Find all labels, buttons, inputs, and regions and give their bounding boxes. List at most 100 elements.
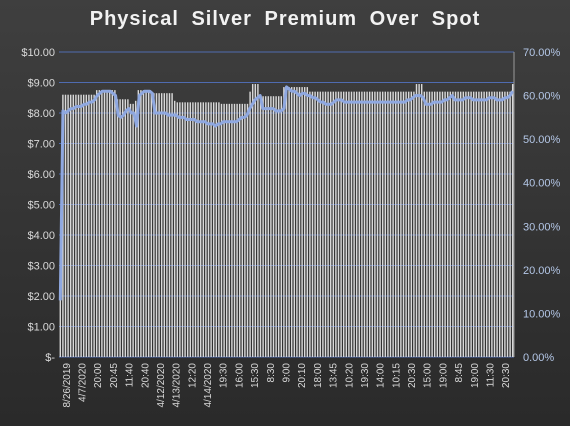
bar (342, 91, 345, 358)
bar (381, 91, 384, 358)
bar (168, 93, 171, 358)
bar (186, 102, 189, 357)
bar (199, 102, 202, 357)
bar (413, 91, 415, 358)
bar (225, 103, 228, 357)
bar (454, 91, 457, 358)
bar (220, 103, 223, 357)
bar (67, 94, 69, 357)
bar (72, 94, 75, 357)
bar (337, 91, 340, 358)
bar (259, 96, 262, 357)
bar (218, 102, 220, 357)
bar (75, 94, 77, 357)
bar (132, 103, 134, 357)
bar (88, 94, 90, 357)
x-tick-label: 18:00 (313, 363, 324, 388)
x-tick-label: 8:30 (266, 363, 277, 383)
x-tick-label: 19:00 (470, 363, 481, 388)
y-left-tick-label: $7.00 (27, 139, 55, 151)
bar (483, 91, 485, 358)
bar (288, 87, 290, 357)
bar (290, 87, 293, 357)
x-tick-label: 4/7/2020 (78, 363, 89, 402)
bar (192, 102, 194, 357)
bar (368, 91, 371, 358)
y-left-tick-label: $9.00 (27, 78, 55, 90)
bar (127, 99, 129, 358)
bar (389, 91, 392, 358)
bar (98, 90, 101, 357)
bar (478, 91, 480, 358)
x-tick-label: 19:30 (360, 363, 371, 388)
x-tick-label: 11:30 (485, 363, 496, 388)
bar (137, 90, 140, 357)
bar (202, 102, 205, 357)
bar (496, 91, 498, 358)
bar (298, 87, 301, 357)
bar (194, 102, 197, 357)
bar (470, 91, 472, 358)
bar (142, 90, 145, 357)
bar (257, 84, 259, 358)
x-tick-label: 4/13/2020 (172, 363, 183, 408)
bar (405, 91, 407, 358)
bar (444, 91, 446, 358)
x-tick-label: 10:20 (344, 363, 355, 388)
x-tick-label: 12:20 (187, 363, 198, 388)
bar (366, 91, 368, 358)
bar (498, 91, 501, 358)
y-left-tick-label: $3.00 (27, 261, 55, 273)
bar (238, 103, 241, 357)
bar (329, 91, 332, 358)
bar (171, 93, 173, 358)
bar (446, 91, 449, 358)
bar (475, 91, 478, 358)
bar (355, 91, 358, 358)
x-tick-label: 4/12/2020 (156, 363, 167, 408)
bar (394, 91, 397, 358)
x-tick-label: 19:30 (219, 363, 230, 388)
bar (467, 91, 470, 358)
bar (108, 90, 111, 357)
y-left-tick-label: $6.00 (27, 169, 55, 181)
bar (119, 99, 121, 358)
bar (306, 87, 309, 357)
x-tick-label: 16:00 (234, 363, 245, 388)
bar (62, 94, 64, 357)
bar (246, 103, 249, 357)
bar (423, 91, 426, 358)
bar (303, 87, 306, 357)
bar (485, 91, 488, 358)
bar (106, 90, 108, 357)
bar (181, 102, 184, 357)
bar (163, 93, 166, 358)
x-tick-label: 20:30 (407, 363, 418, 388)
y-left-tick-label: $4.00 (27, 230, 55, 242)
bar (407, 91, 410, 358)
bar (197, 102, 199, 357)
bar (397, 91, 400, 358)
bar (64, 94, 67, 357)
bar (101, 90, 103, 357)
bar (223, 103, 225, 357)
bar (80, 94, 82, 357)
bar (348, 91, 350, 358)
bar (233, 103, 236, 357)
x-tick-label: 20:45 (109, 363, 120, 388)
bar (387, 91, 389, 358)
x-tick-label: 15:30 (250, 363, 261, 388)
bar (264, 96, 267, 357)
y-left-tick-label: $2.00 (27, 291, 55, 303)
bar (153, 93, 155, 358)
premium-percent-line (58, 85, 514, 301)
bar (173, 100, 176, 358)
bar (249, 91, 251, 358)
bar (332, 91, 335, 358)
bar (82, 94, 85, 357)
bar (129, 103, 132, 357)
bar (491, 91, 493, 358)
bar (379, 91, 381, 358)
bar (244, 103, 246, 357)
